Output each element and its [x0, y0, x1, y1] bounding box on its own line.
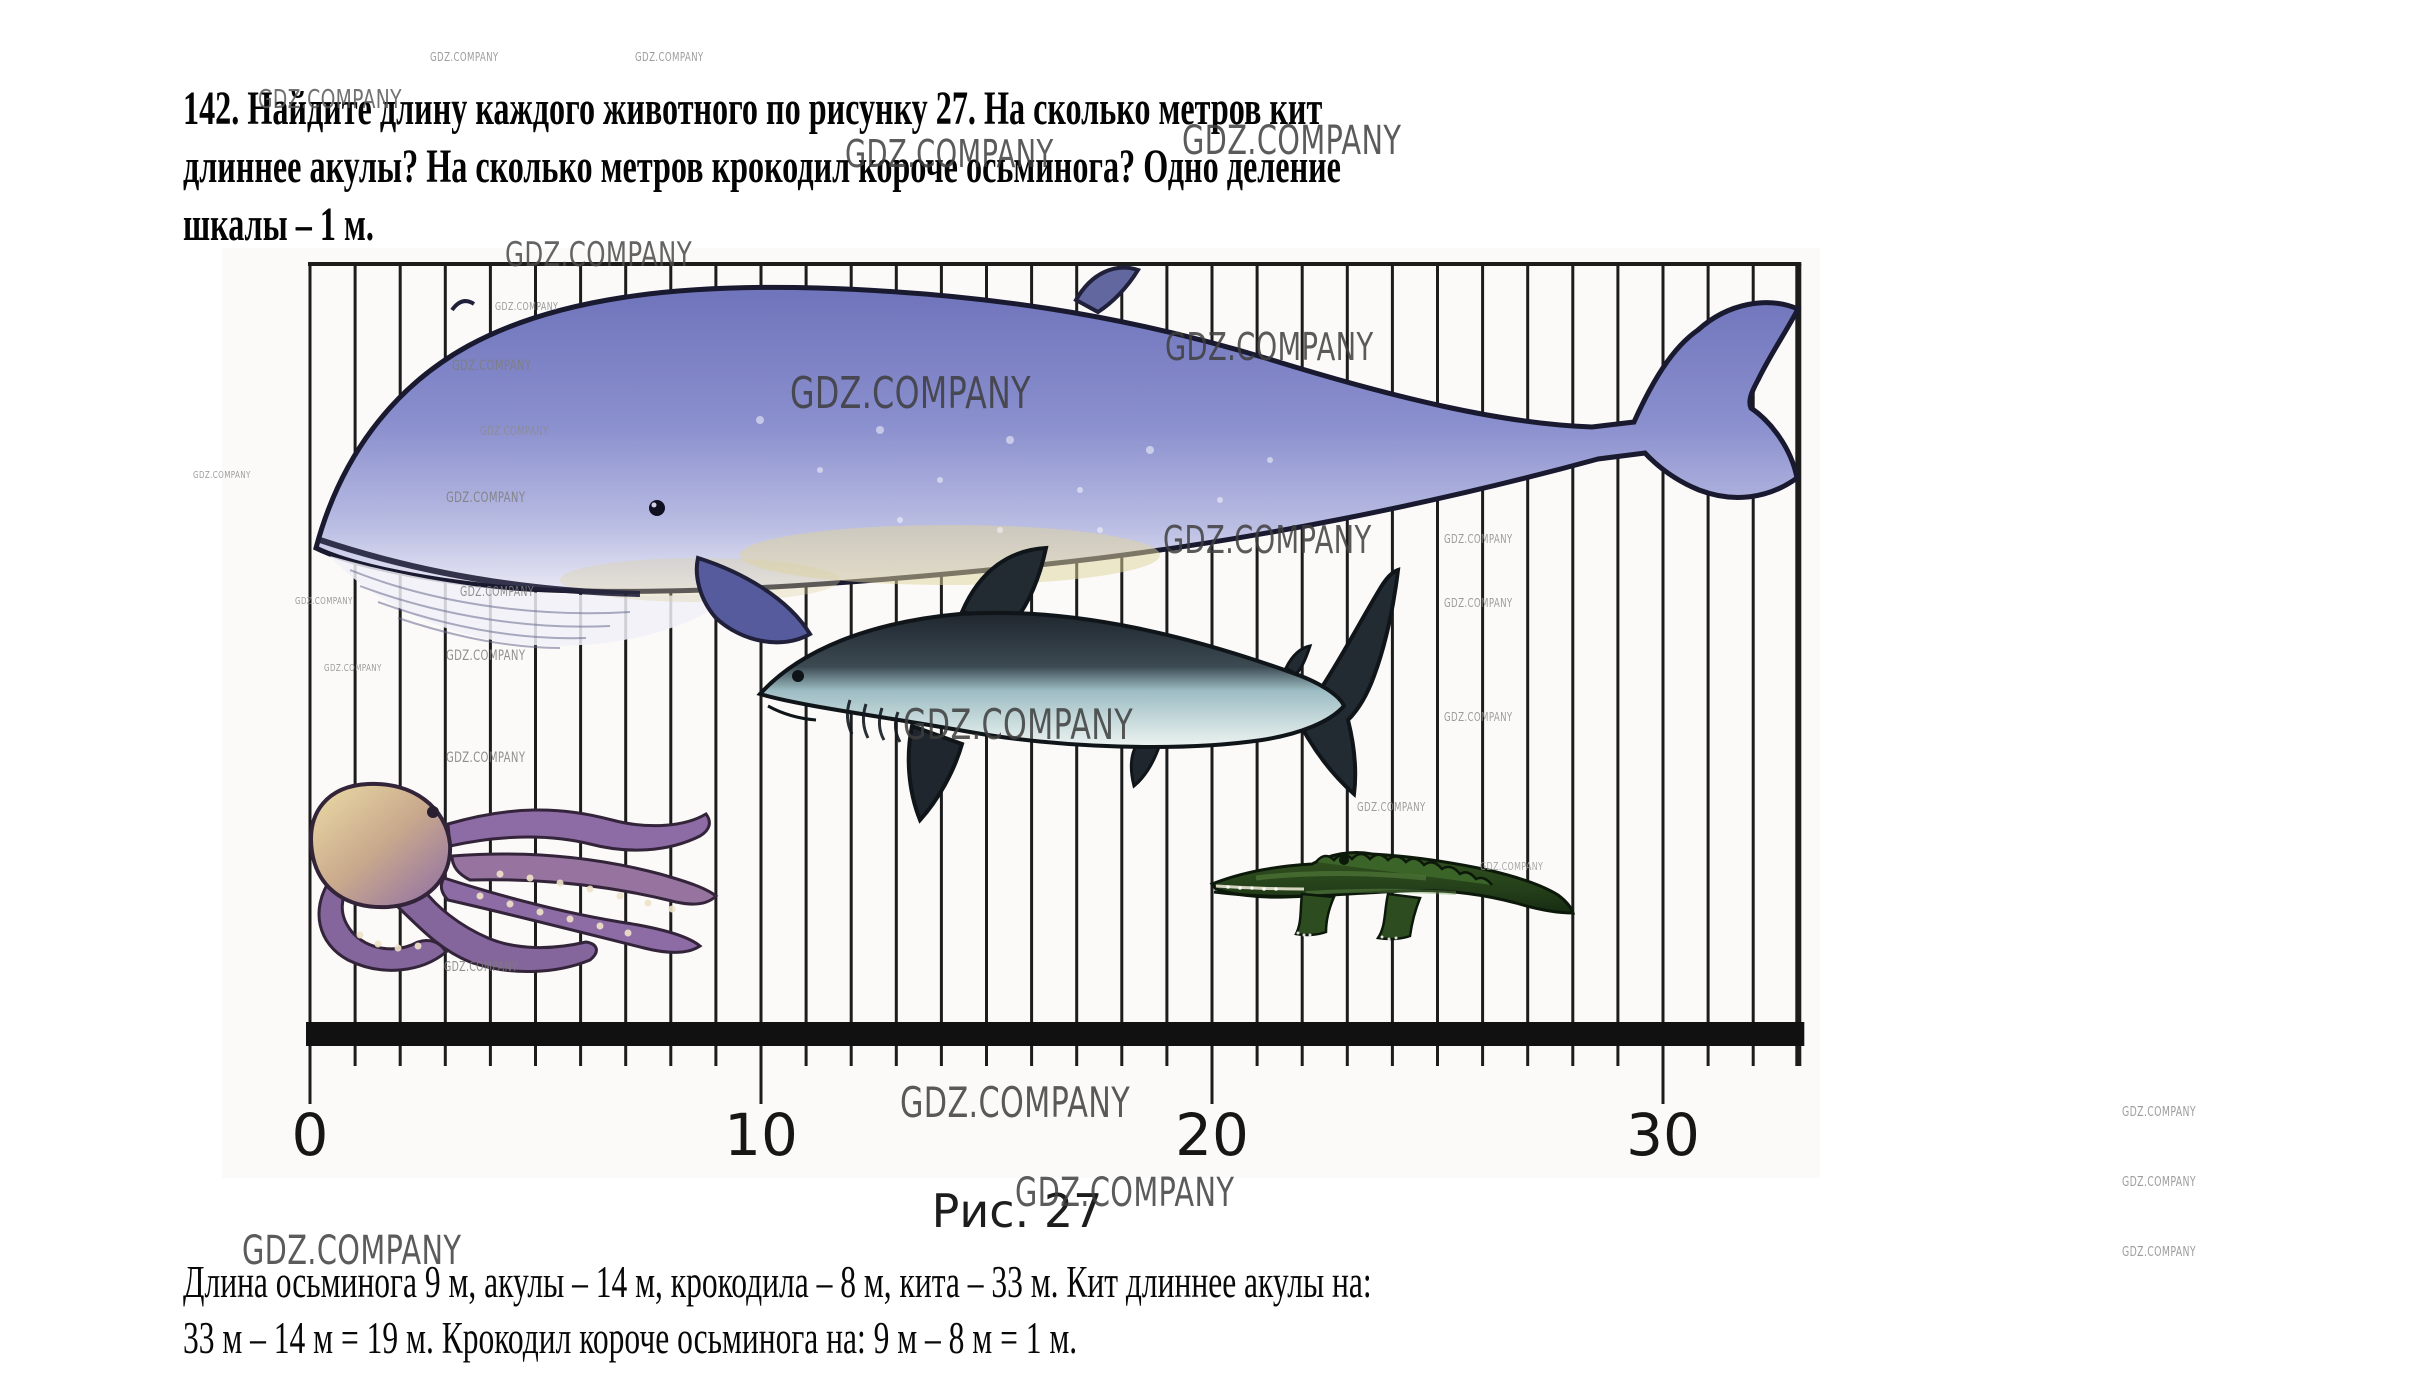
- watermark: GDZ.COMPANY: [446, 490, 526, 506]
- watermark: GDZ.COMPANY: [258, 85, 402, 115]
- problem-line-1: 142. Найдите длину каждого животного по …: [183, 82, 1323, 135]
- watermark: GDZ.COMPANY: [1182, 118, 1402, 164]
- watermark: GDZ.COMPANY: [2122, 1245, 2196, 1260]
- watermark: GDZ.COMPANY: [2122, 1105, 2196, 1120]
- watermark: GDZ.COMPANY: [193, 470, 251, 481]
- solution-line-1: Длина осьминога 9 м, акулы – 14 м, кроко…: [183, 1257, 1372, 1307]
- watermark: GDZ.COMPANY: [242, 1228, 462, 1274]
- scale-label-0: 0: [291, 1101, 329, 1169]
- watermark: GDZ.COMPANY: [444, 960, 518, 975]
- problem-line-2: длиннее акулы? На сколько метров крокоди…: [183, 140, 1341, 193]
- scale-label-10: 10: [724, 1101, 798, 1169]
- watermark: GDZ.COMPANY: [1015, 1170, 1235, 1216]
- watermark: GDZ.COMPANY: [446, 750, 526, 766]
- problem-line-3: шкалы – 1 м.: [183, 198, 374, 251]
- watermark: GDZ.COMPANY: [480, 424, 549, 438]
- watermark: GDZ.COMPANY: [446, 648, 526, 664]
- watermark: GDZ.COMPANY: [1163, 518, 1372, 562]
- watermark: GDZ.COMPANY: [2122, 1175, 2196, 1190]
- solution-line-2: 33 м – 14 м = 19 м. Крокодил короче осьм…: [183, 1313, 1078, 1363]
- figure-caption: Рис. 27: [931, 1184, 1103, 1238]
- watermark: GDZ.COMPANY: [505, 235, 693, 275]
- problem-statement: 142. Найдите длину каждого животного по …: [183, 80, 1341, 254]
- crocodile-illustration: [1209, 850, 1576, 941]
- whale-illustration: [313, 265, 1802, 649]
- watermark: GDZ.COMPANY: [324, 663, 382, 674]
- watermark: GDZ.COMPANY: [1165, 325, 1374, 369]
- scale-label-20: 20: [1175, 1101, 1249, 1169]
- shark-illustration: [756, 545, 1401, 824]
- watermark: GDZ.COMPANY: [1444, 532, 1513, 546]
- watermark: GDZ.COMPANY: [845, 132, 1054, 176]
- watermark: GDZ.COMPANY: [900, 1078, 1131, 1127]
- watermark: GDZ.COMPANY: [295, 596, 353, 607]
- watermark: GDZ.COMPANY: [635, 50, 704, 64]
- watermark: GDZ.COMPANY: [903, 700, 1134, 749]
- watermark: GDZ.COMPANY: [1357, 800, 1426, 814]
- watermark: GDZ.COMPANY: [430, 50, 499, 64]
- watermark: GDZ.COMPANY: [1444, 710, 1513, 724]
- watermark: GDZ.COMPANY: [1480, 860, 1544, 873]
- octopus-illustration: [309, 781, 719, 973]
- scale-baseline: [306, 1022, 1805, 1046]
- watermark: GDZ.COMPANY: [790, 368, 1031, 419]
- watermark: GDZ.COMPANY: [460, 585, 534, 600]
- watermark: GDZ.COMPANY: [495, 300, 559, 313]
- watermark: GDZ.COMPANY: [1444, 596, 1513, 610]
- scale-label-30: 30: [1626, 1101, 1700, 1169]
- solution-text: Длина осьминога 9 м, акулы – 14 м, кроко…: [183, 1254, 1372, 1366]
- watermark: GDZ.COMPANY: [452, 358, 532, 374]
- scale-baseline-bar: [306, 1022, 1805, 1046]
